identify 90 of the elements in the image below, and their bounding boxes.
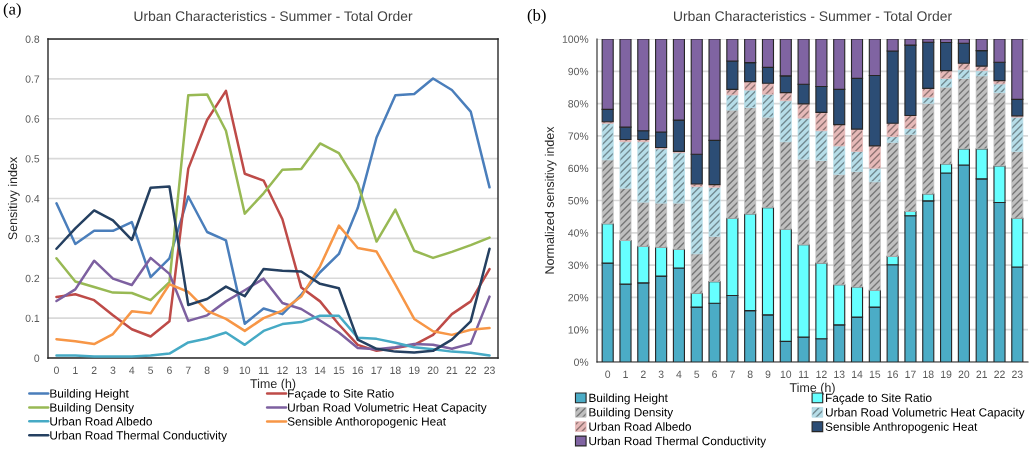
x-axis-title: Time (h) xyxy=(789,382,835,395)
y-tick-label: 0.4 xyxy=(25,195,40,203)
x-tick-label: 5 xyxy=(148,366,154,374)
x-tick-label: 6 xyxy=(712,370,717,378)
x-tick-label: 9 xyxy=(765,370,771,378)
x-tick-label: 14 xyxy=(852,370,863,378)
legend-label: Building Height xyxy=(589,393,668,405)
x-tick-label: 1 xyxy=(623,370,628,378)
y-tick-label: 0 xyxy=(34,354,40,362)
x-tick-label: 14 xyxy=(315,366,326,374)
x-tick-label: 2 xyxy=(640,370,646,378)
x-tick-label: 3 xyxy=(110,366,116,374)
x-tick-label: 12 xyxy=(277,366,288,374)
y-tick-label: 0.5 xyxy=(25,155,40,163)
legend-label: Building Density xyxy=(50,402,135,414)
x-tick-label: 23 xyxy=(1012,370,1023,378)
x-tick-label: 10 xyxy=(780,370,792,378)
x-tick-label: 13 xyxy=(834,370,845,378)
legend-label: Urban Road Albedo xyxy=(589,422,691,431)
y-tick-label: 100% xyxy=(562,35,589,43)
x-tick-label: 6 xyxy=(167,366,172,374)
chart-title: Urban Characteristics - Summer - Total Order xyxy=(674,10,952,22)
y-tick-label: 0.8 xyxy=(25,35,40,43)
y-tick-label: 20% xyxy=(568,293,589,302)
y-tick-label: 0.1 xyxy=(25,314,40,322)
y-axis-title: Sensitivy index xyxy=(7,156,20,240)
legend-label: Façade to Site Ratio xyxy=(288,389,394,401)
x-tick-label: 18 xyxy=(923,370,934,378)
legend-label: Urban Road Thermal Conductivity xyxy=(589,436,767,448)
y-tick-label: 0% xyxy=(574,358,589,366)
text: (b) xyxy=(527,9,546,25)
y-tick-label: 50% xyxy=(568,197,589,205)
legend-label: Urban Road Thermal Conductivity xyxy=(50,430,227,442)
chart-title: Urban Characteristics - Summer - Total Order xyxy=(134,10,413,22)
x-tick-label: 9 xyxy=(223,366,229,374)
x-tick-label: 16 xyxy=(352,366,364,374)
x-tick-label: 3 xyxy=(658,370,664,378)
x-tick-label: 1 xyxy=(73,366,78,374)
x-tick-label: 0 xyxy=(53,366,59,374)
x-tick-label: 16 xyxy=(887,370,898,378)
x-tick-label: 7 xyxy=(185,366,191,374)
x-tick-label: 15 xyxy=(333,366,345,374)
x-tick-label: 8 xyxy=(204,366,210,374)
x-tick-label: 13 xyxy=(296,366,307,374)
legend-label: Building Density xyxy=(589,407,674,419)
x-tick-label: 20 xyxy=(958,370,970,378)
legend-label: Sensible Anthropogenic Heat xyxy=(825,422,978,434)
x-tick-label: 15 xyxy=(869,370,881,378)
legend-label: Urban Road Albedo xyxy=(50,416,152,426)
y-tick-label: 0.3 xyxy=(25,234,40,243)
x-tick-label: 12 xyxy=(816,370,827,378)
y-tick-label: 80% xyxy=(568,100,589,108)
y-tick-label: 90% xyxy=(568,67,589,76)
x-tick-label: 19 xyxy=(941,370,952,378)
y-tick-label: 0.7 xyxy=(25,75,40,83)
x-tick-label: 17 xyxy=(371,366,382,374)
y-tick-label: 0.2 xyxy=(25,274,40,283)
y-tick-label: 10% xyxy=(568,326,589,334)
legend-label: Sensible Anthoropogenic Heat xyxy=(287,416,446,428)
x-tick-label: 11 xyxy=(798,370,809,378)
x-tick-label: 11 xyxy=(258,366,269,374)
x-tick-label: 22 xyxy=(465,366,476,374)
x-tick-label: 23 xyxy=(484,366,495,374)
x-axis-title: Time (h) xyxy=(250,378,296,391)
x-tick-label: 18 xyxy=(390,366,401,374)
x-tick-label: 5 xyxy=(694,370,700,378)
x-tick-label: 8 xyxy=(747,370,753,378)
legend-label: Façade to Site Ratio xyxy=(826,393,932,405)
x-tick-label: 7 xyxy=(729,370,735,378)
x-tick-label: 21 xyxy=(976,370,987,378)
y-axis-title: Normalized sensitivy index xyxy=(544,126,557,274)
x-tick-label: 21 xyxy=(446,366,458,374)
legend-label: Urban Road Volumetric Heat Capacity xyxy=(288,403,487,415)
x-tick-label: 2 xyxy=(91,366,97,374)
y-tick-label: 70% xyxy=(568,132,589,140)
x-tick-label: 0 xyxy=(605,370,611,378)
x-tick-label: 10 xyxy=(239,366,251,374)
y-tick-label: 60% xyxy=(568,164,589,173)
x-tick-label: 4 xyxy=(676,370,682,378)
x-tick-label: 19 xyxy=(409,366,420,374)
y-tick-label: 0.6 xyxy=(25,115,40,123)
x-tick-label: 22 xyxy=(994,370,1005,378)
x-tick-label: 20 xyxy=(427,366,439,374)
y-tick-label: 40% xyxy=(568,229,589,237)
legend-label: Building Height xyxy=(50,389,129,401)
x-tick-label: 17 xyxy=(905,370,916,378)
y-tick-label: 30% xyxy=(568,261,589,269)
x-tick-label: 4 xyxy=(129,366,135,374)
legend-label: Urban Road Volumetric Heat Capacity xyxy=(825,407,1025,419)
text: (a) xyxy=(3,3,21,19)
